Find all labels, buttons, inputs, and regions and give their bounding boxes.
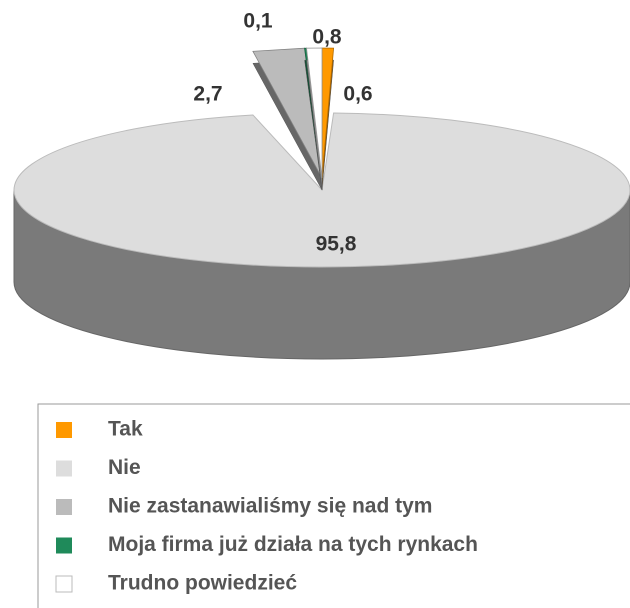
data-label: 0,6 [343, 83, 372, 106]
pie-slice [306, 47, 323, 179]
data-label: 2,7 [193, 83, 222, 106]
legend-swatch [56, 537, 72, 554]
legend-box [37, 403, 630, 608]
legend-label: Trudno powiedzieć [108, 572, 297, 595]
legend-swatch [56, 422, 72, 438]
legend-label: Nie zastanawialiśmy się nad tym [108, 495, 432, 518]
legend-swatch [55, 575, 73, 593]
legend-swatch [56, 499, 72, 515]
legend-swatch [56, 460, 72, 477]
legend-label: Tak [108, 418, 143, 441]
data-label: 0,8 [312, 26, 342, 49]
data-label: 0,1 [243, 10, 273, 33]
data-label: 95,8 [316, 233, 357, 256]
legend-label: Moja firma już działa na tych rynkach [108, 533, 478, 556]
legend-label: Nie [108, 456, 141, 479]
